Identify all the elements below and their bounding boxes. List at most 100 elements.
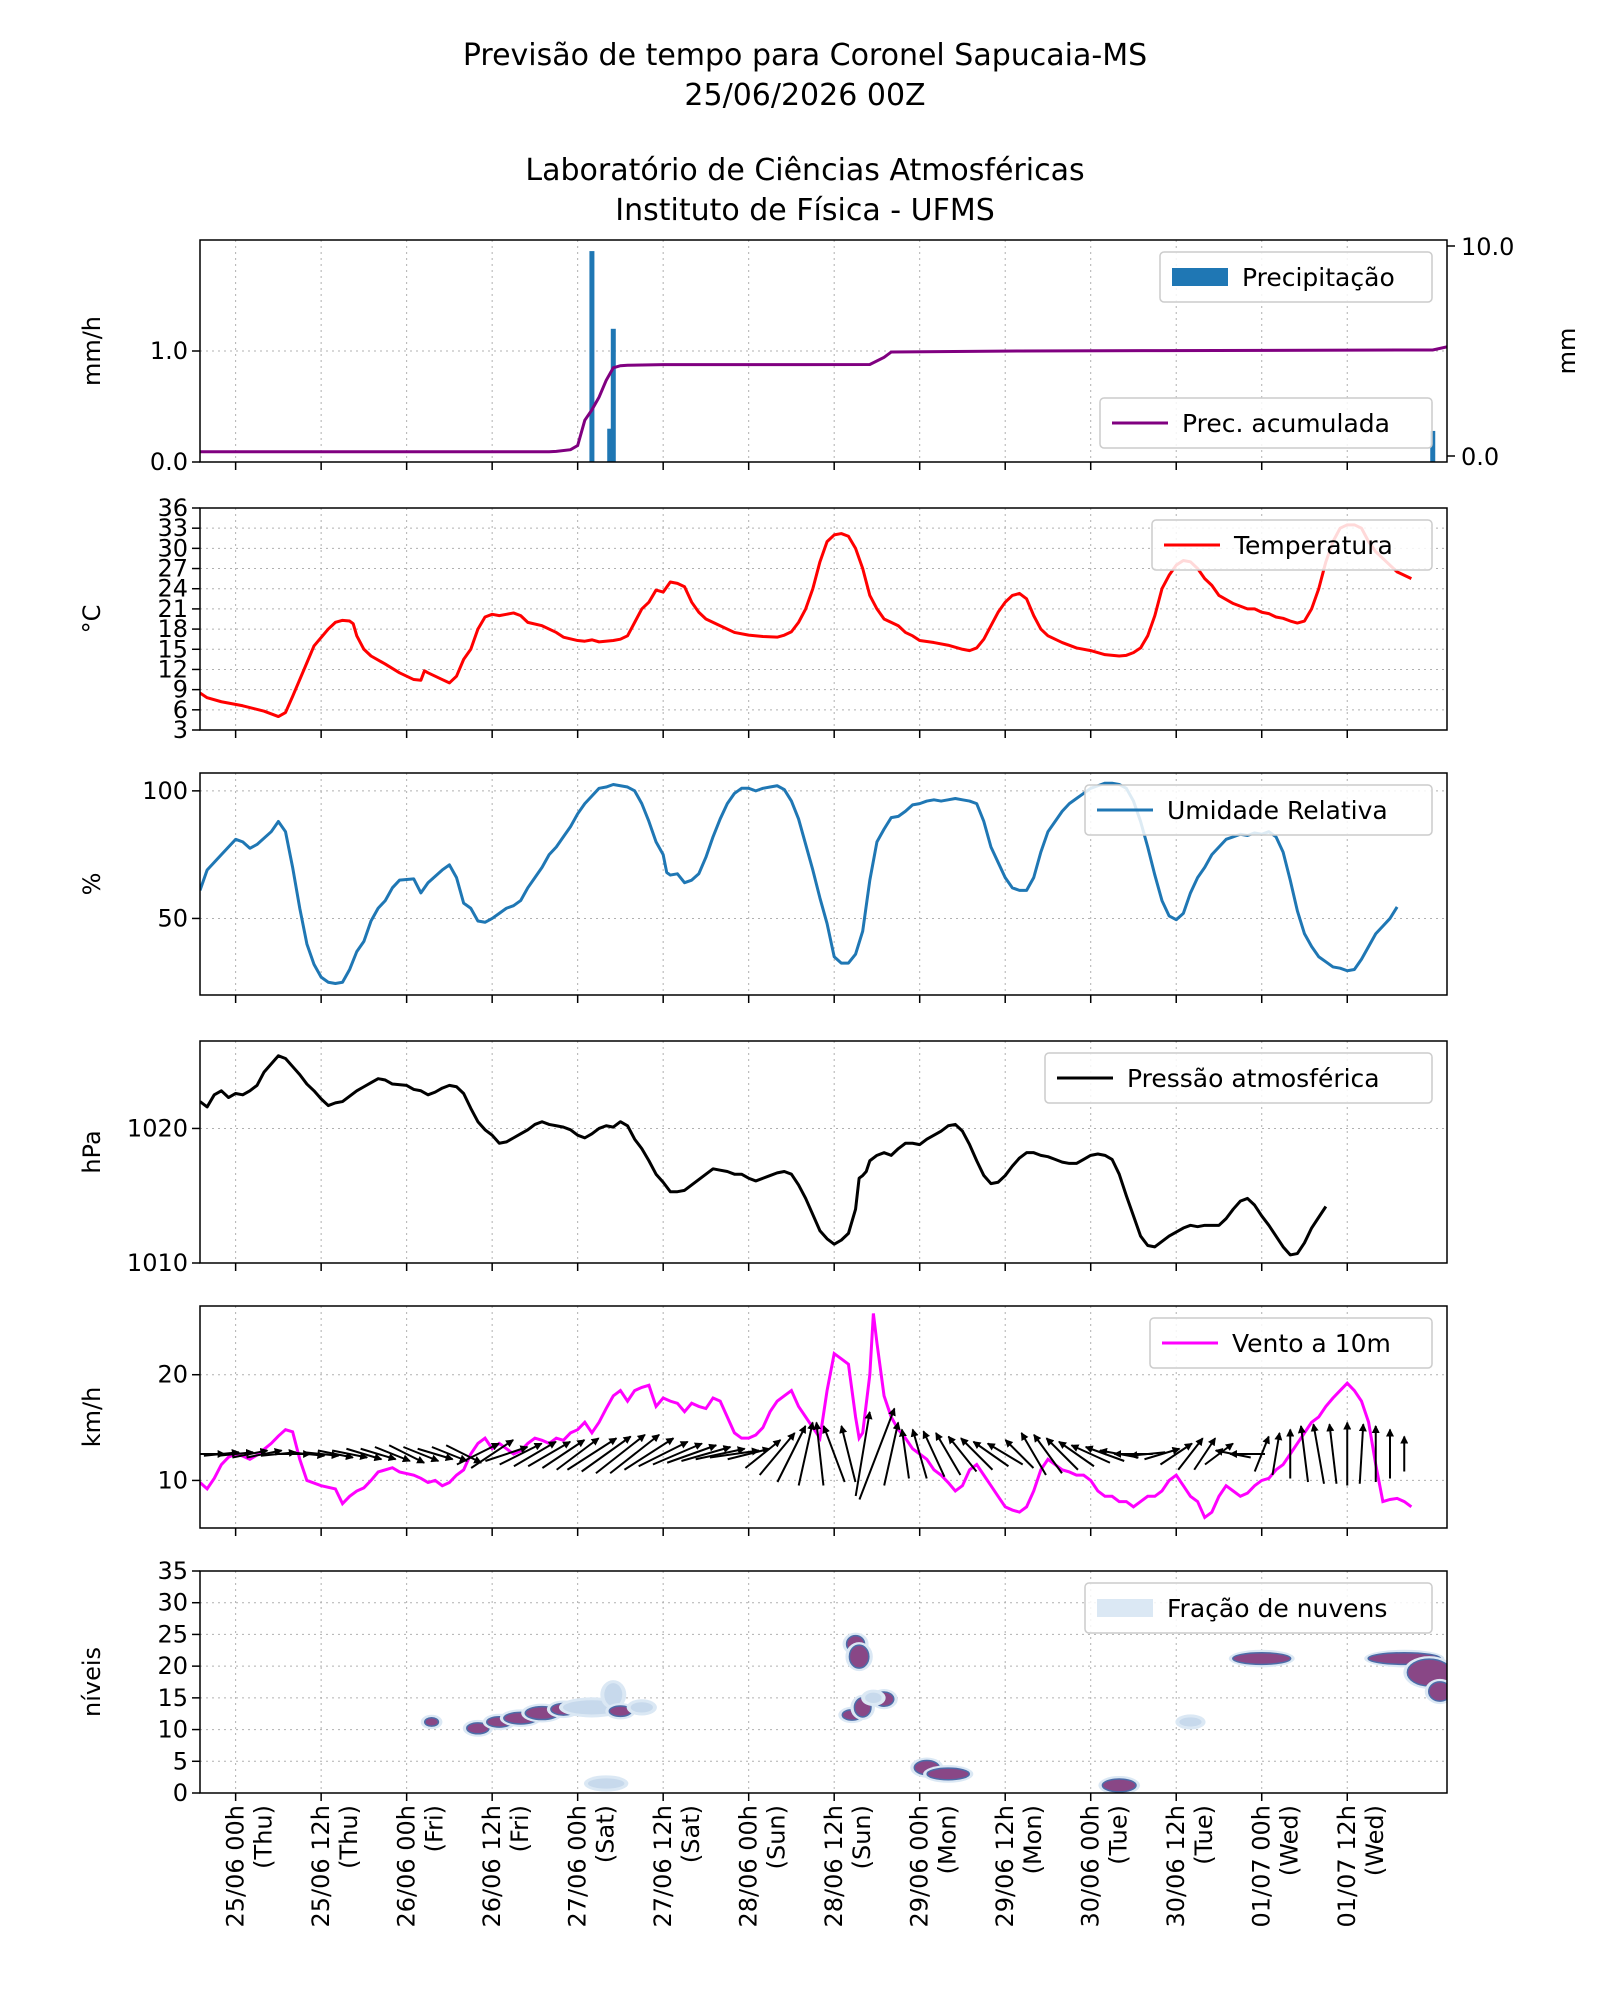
pressure-legend-label: Pressão atmosférica bbox=[1127, 1064, 1380, 1093]
wind-arrow bbox=[1177, 1437, 1204, 1471]
pressure-marks bbox=[200, 1054, 1328, 1257]
wind-arrow bbox=[541, 1439, 586, 1469]
wind-speed-line bbox=[200, 1313, 1413, 1520]
x-tick-label-date: 30/06 00h bbox=[1077, 1805, 1105, 1928]
wind-arrow bbox=[922, 1430, 946, 1478]
pressure-line bbox=[200, 1054, 1328, 1257]
wind-arrow bbox=[609, 1433, 660, 1475]
wind-arrow bbox=[883, 1421, 901, 1486]
humidity-legend-box bbox=[1084, 784, 1433, 836]
x-tick-label-date: 25/06 00h bbox=[222, 1805, 250, 1928]
y2-axis-label: mm bbox=[1553, 328, 1581, 375]
x-tick-label-day: (Sun) bbox=[763, 1805, 791, 1869]
wind-arrow bbox=[935, 1432, 962, 1476]
wind-arrow bbox=[986, 1442, 1024, 1466]
wind-arrow bbox=[1297, 1425, 1309, 1483]
y2-tick-label: 0.0 bbox=[1461, 443, 1499, 471]
temperature-legend: Temperatura bbox=[1151, 519, 1433, 571]
wind-arrow bbox=[317, 1449, 354, 1461]
pressure-panel: 1010 1020 hPa Pressão atmosférica bbox=[78, 1040, 1448, 1277]
clouds-ytick-label: 35 bbox=[157, 1557, 188, 1585]
temperature-ytick-label: 9 bbox=[173, 676, 188, 704]
wind-arrow bbox=[1144, 1446, 1181, 1461]
x-tick-label-day: (Fri) bbox=[506, 1805, 534, 1852]
wind-arrow bbox=[470, 1439, 514, 1469]
wind-arrow bbox=[331, 1449, 369, 1461]
x-tick-label-day: (Sun) bbox=[848, 1805, 876, 1869]
accumulated-legend-label: Prec. acumulada bbox=[1182, 409, 1390, 438]
humidity-panel: 50 100% Umidade Relativa bbox=[78, 772, 1448, 1003]
wind-arrow bbox=[388, 1444, 426, 1464]
x-tick-label-date: 30/06 12h bbox=[1162, 1805, 1190, 1928]
cloud-fraction-core bbox=[926, 1767, 971, 1781]
x-tick-label-day: (Tue) bbox=[1190, 1805, 1218, 1865]
wind-arrow bbox=[681, 1445, 732, 1462]
humidity-line bbox=[200, 781, 1399, 986]
humidity-ytick-label: 100 bbox=[142, 777, 188, 805]
wind-arrow bbox=[499, 1442, 543, 1466]
wind-arrow bbox=[727, 1446, 771, 1461]
subtitle-line-1: Laboratório de Ciências Atmosféricas bbox=[525, 153, 1084, 188]
precip-bar bbox=[1430, 430, 1436, 462]
cloud-fraction-patch bbox=[1179, 1717, 1202, 1727]
wind-arrow bbox=[374, 1446, 411, 1463]
temperature-frame bbox=[199, 507, 1448, 731]
precipitation-ytick-label: 1.0 bbox=[150, 337, 188, 365]
wind-arrow bbox=[246, 1447, 283, 1459]
wind-arrow bbox=[403, 1446, 440, 1463]
clouds-ytick-label: 5 bbox=[173, 1747, 188, 1775]
wind-arrow bbox=[1159, 1442, 1193, 1466]
wind-arrow bbox=[445, 1444, 483, 1464]
precip-bar bbox=[589, 251, 595, 462]
title-line-1: Previsão de tempo para Coronel Sapucaia-… bbox=[463, 38, 1147, 73]
wind-arrow bbox=[1020, 1432, 1047, 1476]
wind-arrow bbox=[1033, 1433, 1063, 1474]
wind-arrow bbox=[839, 1425, 857, 1483]
wind-arrow bbox=[346, 1447, 383, 1462]
wind-arrow bbox=[527, 1440, 572, 1468]
wind-arrow bbox=[776, 1425, 807, 1483]
wind-legend-label: Vento a 10m bbox=[1232, 1329, 1391, 1358]
temperature-line bbox=[200, 523, 1413, 719]
humidity-legend: Umidade Relativa bbox=[1084, 784, 1433, 836]
wind-arrow bbox=[1070, 1444, 1111, 1464]
x-tick-label-date: 01/07 12h bbox=[1333, 1805, 1361, 1928]
pressure-legend: Pressão atmosférica bbox=[1044, 1052, 1433, 1104]
precip-bar bbox=[610, 328, 616, 462]
wind-arrow bbox=[1045, 1437, 1079, 1471]
pressure-ytick-label: 1020 bbox=[127, 1114, 188, 1142]
clouds-legend-swatch bbox=[1097, 1599, 1153, 1617]
precipitation-ytick-label: 0.0 bbox=[150, 448, 188, 476]
wind-arrow bbox=[858, 1407, 896, 1500]
clouds-ytick-label: 15 bbox=[157, 1684, 188, 1712]
temperature-ytick-label: 27 bbox=[157, 555, 188, 583]
temperature-ytick-label: 12 bbox=[157, 655, 188, 683]
temperature-ytick-label: 18 bbox=[157, 615, 188, 643]
x-tick-label-day: (Mon) bbox=[934, 1805, 962, 1874]
title-line-2: 25/06/2026 00Z bbox=[684, 78, 925, 113]
cloud-fraction-patch bbox=[604, 1683, 623, 1707]
precipitation-panel: 0.0 10.0 mm 0.0 1.0 mm/h Precipitação Prec. acu… bbox=[78, 233, 1581, 476]
precipitation-legend-label: Precipitação bbox=[1242, 263, 1395, 292]
precipitation-legend-swatch bbox=[1172, 268, 1228, 286]
wind-arrow bbox=[289, 1451, 326, 1460]
temperature-ytick-label: 15 bbox=[157, 635, 188, 663]
wind-arrow bbox=[1193, 1437, 1217, 1471]
wind-arrow bbox=[1004, 1439, 1035, 1469]
wind-arrow bbox=[652, 1442, 703, 1466]
cloud-fraction-patch bbox=[865, 1692, 882, 1704]
wind-arrow bbox=[638, 1440, 689, 1468]
temperature-ytick-label: 6 bbox=[173, 696, 188, 724]
x-tick-label-date: 27/06 12h bbox=[649, 1805, 677, 1928]
cloud-fraction-patch bbox=[630, 1702, 653, 1713]
accumulated-legend: Prec. acumulada bbox=[1099, 397, 1433, 449]
wind-arrow bbox=[695, 1446, 746, 1461]
cloud-fraction-core bbox=[1428, 1681, 1447, 1702]
cloud-fraction-core bbox=[423, 1716, 440, 1727]
wind-arrow bbox=[431, 1446, 468, 1463]
wind-arrow bbox=[417, 1447, 454, 1462]
wind-arrow bbox=[232, 1447, 269, 1459]
x-tick-label-day: (Sat) bbox=[592, 1805, 620, 1863]
